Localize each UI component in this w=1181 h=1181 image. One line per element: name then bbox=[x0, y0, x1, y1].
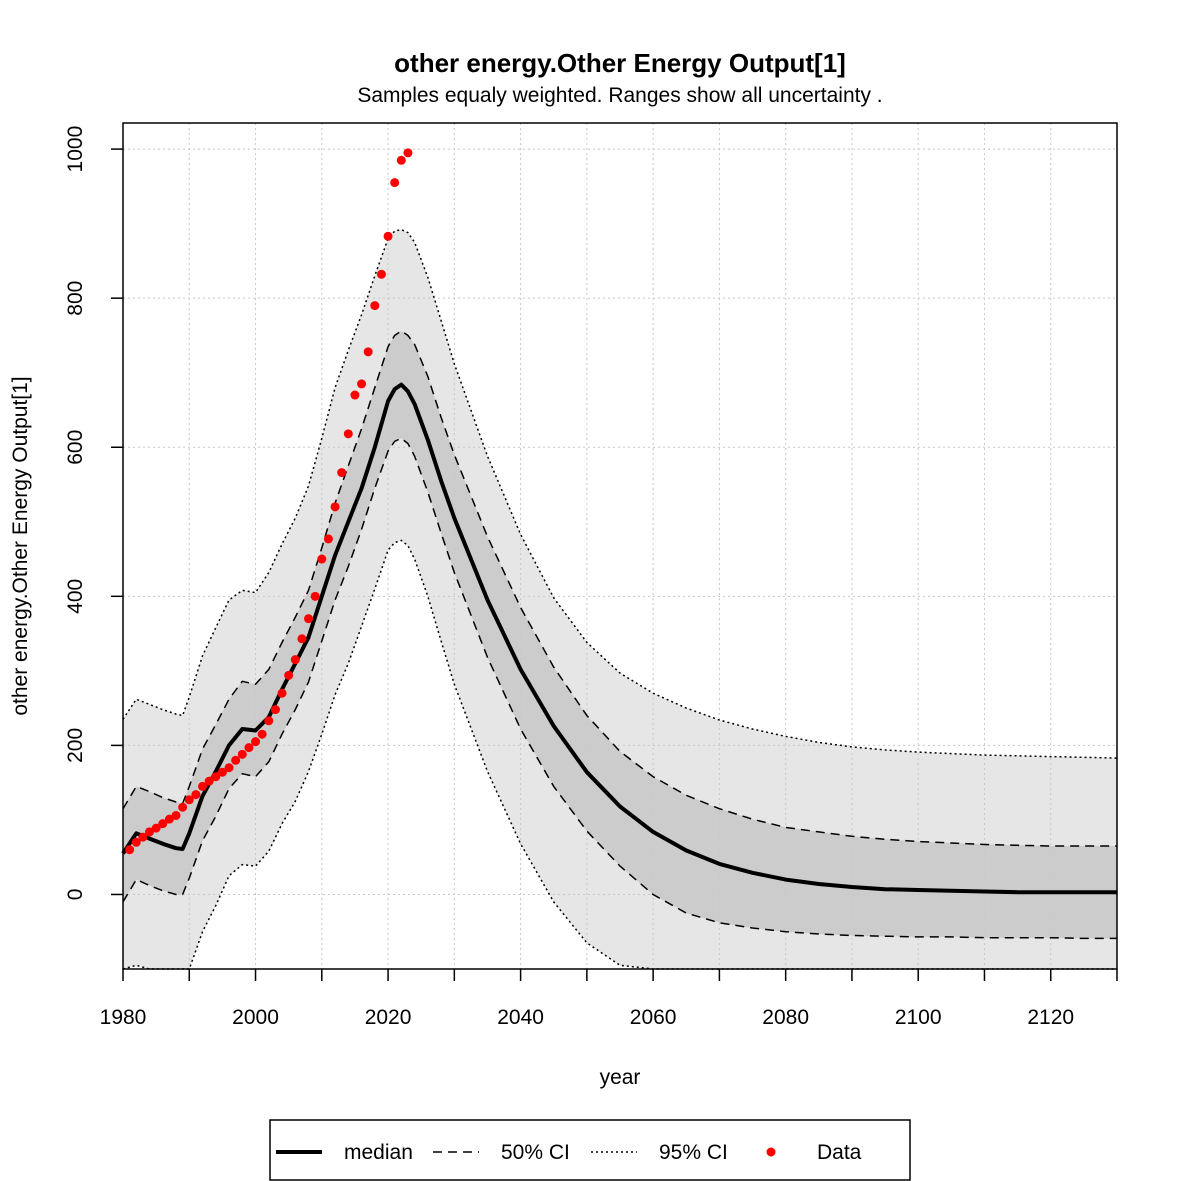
data-point bbox=[290, 655, 300, 665]
y-axis-label: other energy.Other Energy Output[1] bbox=[9, 376, 32, 715]
chart-subtitle: Samples equaly weighted. Ranges show all… bbox=[357, 84, 882, 107]
data-point bbox=[337, 468, 347, 478]
series-line-95-ci-upper bbox=[122, 228, 1118, 759]
data-point bbox=[138, 832, 148, 842]
data-point bbox=[164, 814, 174, 824]
x-tick-label: 2080 bbox=[762, 1006, 809, 1029]
plot-frame bbox=[122, 122, 1118, 970]
data-point bbox=[131, 837, 141, 847]
data-point bbox=[237, 749, 247, 759]
series-line-50-ci-upper bbox=[122, 330, 1117, 847]
data-point bbox=[376, 269, 386, 279]
data-point bbox=[277, 688, 287, 698]
data-points bbox=[125, 148, 413, 855]
x-tick-label: 1980 bbox=[100, 1006, 147, 1029]
legend-ci50-label: 50% CI bbox=[501, 1141, 570, 1164]
x-tick-label: 2100 bbox=[895, 1006, 942, 1029]
legend-data-label: Data bbox=[817, 1141, 862, 1164]
y-axis: 0 200 400 600 800 1000 bbox=[64, 126, 123, 901]
data-point bbox=[217, 767, 227, 777]
data-point bbox=[330, 502, 340, 512]
legend-box bbox=[269, 1119, 911, 1181]
band-50-ci bbox=[123, 331, 1117, 939]
data-point bbox=[317, 554, 327, 564]
data-point bbox=[396, 155, 406, 165]
data-point bbox=[184, 795, 194, 805]
data-point bbox=[224, 763, 234, 773]
data-point bbox=[363, 347, 373, 357]
data-point bbox=[231, 755, 241, 765]
x-tick-label: 2040 bbox=[497, 1006, 544, 1029]
data-point bbox=[403, 148, 413, 158]
data-point bbox=[151, 823, 161, 833]
y-tick-label: 1000 bbox=[64, 126, 87, 173]
series-line-50-ci-lower bbox=[122, 437, 1117, 940]
data-point bbox=[211, 772, 221, 782]
data-point bbox=[297, 634, 307, 644]
data-point bbox=[125, 845, 135, 855]
x-axis-label: year bbox=[600, 1066, 641, 1089]
y-tick-label: 400 bbox=[64, 579, 87, 614]
data-point bbox=[357, 379, 367, 389]
data-point bbox=[390, 178, 400, 188]
data-point bbox=[370, 301, 380, 311]
legend-ci95-label: 95% CI bbox=[659, 1141, 728, 1164]
y-tick-label: 600 bbox=[64, 430, 87, 465]
data-point bbox=[158, 819, 168, 829]
legend-median-label: median bbox=[344, 1141, 413, 1164]
data-point bbox=[310, 591, 320, 601]
legend-data-swatch bbox=[766, 1147, 776, 1157]
chart-title: other energy.Other Energy Output[1] bbox=[394, 48, 846, 78]
data-point bbox=[198, 781, 208, 791]
data-point bbox=[304, 614, 314, 624]
data-point bbox=[171, 810, 181, 820]
y-tick-label: 0 bbox=[64, 889, 87, 901]
data-point bbox=[204, 776, 214, 786]
data-point bbox=[284, 670, 294, 680]
data-point bbox=[383, 231, 393, 241]
x-tick-label: 2120 bbox=[1027, 1006, 1074, 1029]
plot-bands bbox=[123, 229, 1117, 970]
data-point bbox=[270, 705, 280, 715]
x-tick-label: 2020 bbox=[365, 1006, 412, 1029]
x-axis: 1980 2000 2020 2040 2060 2080 2100 2120 bbox=[100, 969, 1118, 1029]
data-point bbox=[257, 729, 267, 739]
y-tick-label: 800 bbox=[64, 281, 87, 316]
data-point bbox=[264, 716, 274, 726]
data-point bbox=[145, 827, 155, 837]
data-point bbox=[244, 743, 254, 753]
data-point bbox=[251, 737, 261, 747]
data-point bbox=[178, 802, 188, 812]
data-point bbox=[343, 429, 353, 439]
data-point bbox=[350, 390, 360, 400]
x-tick-label: 2060 bbox=[630, 1006, 677, 1029]
series-line-median bbox=[121, 382, 1117, 895]
data-point bbox=[323, 534, 333, 544]
data-point bbox=[191, 790, 201, 800]
grid bbox=[123, 123, 1118, 969]
y-tick-label: 200 bbox=[64, 728, 87, 763]
x-tick-label: 2000 bbox=[232, 1006, 279, 1029]
legend: median 50% CI 95% CI Data bbox=[269, 1119, 911, 1181]
